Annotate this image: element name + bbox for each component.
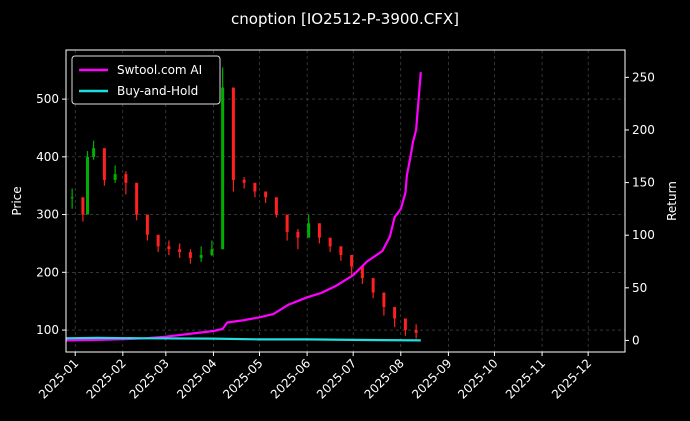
candle-body	[414, 330, 418, 333]
candle-body	[317, 223, 321, 238]
y-left-tick-label: 300	[36, 208, 59, 222]
candle-body	[188, 252, 192, 258]
legend-label-strategy: Swtool.com AI	[117, 63, 202, 77]
y-axis-right-label: Return	[665, 181, 679, 221]
candle-body	[113, 174, 117, 180]
y-left-tick-label: 500	[36, 92, 59, 106]
y-right-tick-label: 250	[632, 70, 655, 84]
candle-body	[274, 197, 278, 215]
y-axis-left-label: Price	[10, 186, 24, 215]
candle-body	[199, 254, 203, 258]
legend-box	[71, 55, 221, 105]
candle-body	[145, 214, 149, 235]
chart-title: cnoption [IO2512-P-3900.CFX]	[231, 10, 459, 28]
legend: Swtool.com AI Buy-and-Hold	[71, 55, 221, 105]
y-left-tick-label: 100	[36, 323, 59, 337]
y-left-tick-label: 200	[36, 265, 59, 279]
candle-body	[382, 292, 386, 307]
candle-body	[339, 246, 343, 255]
candle-body	[360, 266, 364, 279]
candle-body	[167, 246, 171, 250]
candle-body	[210, 249, 214, 255]
legend-label-buy-hold: Buy-and-Hold	[117, 84, 198, 98]
plot-frame	[65, 49, 626, 353]
candle-body	[178, 249, 182, 253]
y-right-tick-label: 150	[632, 176, 655, 190]
candle-body	[350, 254, 354, 267]
candle-body	[328, 237, 332, 247]
candle-body	[221, 87, 225, 250]
y-right-tick-label: 100	[632, 228, 655, 242]
y-right-tick-label: 50	[632, 281, 647, 295]
candle-body	[285, 214, 289, 232]
candle-body	[135, 182, 139, 215]
candle-body	[403, 318, 407, 331]
candle-body	[86, 156, 89, 215]
series-line-buy-hold	[65, 336, 421, 342]
candle-body	[393, 306, 397, 319]
y-right-tick-label: 0	[632, 333, 640, 347]
series-line-strategy	[65, 72, 422, 342]
series-lines	[65, 72, 422, 342]
candle-body	[231, 87, 235, 180]
y-left-tick-label: 400	[36, 150, 59, 164]
candle-body	[253, 182, 257, 192]
candle-body	[81, 197, 85, 215]
candle-body	[70, 197, 74, 199]
candle-body	[371, 278, 375, 293]
candle-body	[92, 148, 96, 157]
candle-body	[264, 191, 268, 198]
y-right-tick-label: 200	[632, 123, 655, 137]
candle-body	[307, 223, 311, 238]
candle-body	[156, 234, 160, 247]
candle-body	[296, 231, 300, 238]
candles	[70, 67, 418, 339]
candle-body	[102, 148, 106, 180]
candle-body	[242, 179, 246, 183]
candle-body	[124, 174, 128, 183]
